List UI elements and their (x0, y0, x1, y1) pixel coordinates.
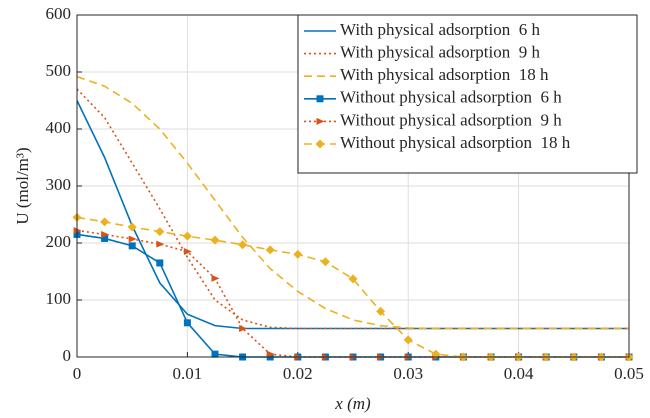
marker (265, 245, 275, 255)
y-tick-label: 600 (46, 4, 72, 23)
marker (156, 240, 165, 248)
marker (348, 274, 358, 284)
marker (293, 249, 303, 259)
marker (156, 259, 164, 267)
y-tick-label: 300 (46, 175, 72, 194)
x-tick-label: 0 (73, 364, 82, 383)
legend-box (297, 14, 638, 174)
marker (155, 227, 165, 237)
series-line (76, 229, 629, 358)
y-axis-label: U (mol/m³) (13, 147, 32, 224)
marker (239, 325, 248, 332)
marker (210, 235, 220, 245)
marker (183, 319, 191, 327)
marker (266, 350, 275, 358)
marker (101, 234, 109, 242)
legend-label: Without physical adsorption 18 h (340, 133, 571, 152)
marker (376, 306, 386, 316)
legend: With physical adsorption 6 h With physica… (304, 20, 571, 152)
x-tick-label: 0.01 (173, 364, 203, 383)
marker (316, 95, 324, 103)
y-tick-label: 0 (63, 346, 72, 365)
legend-label: Without physical adsorption 9 h (340, 110, 562, 129)
x-tick-label: 0.02 (283, 364, 313, 383)
marker (128, 242, 136, 250)
marker (403, 335, 413, 345)
y-tick-label: 200 (46, 232, 72, 251)
marker (315, 139, 325, 149)
x-tick-label: 0.03 (393, 364, 423, 383)
marker (316, 117, 325, 125)
marker (320, 257, 330, 267)
x-tick-label: 0.04 (504, 364, 534, 383)
marker (211, 350, 219, 358)
marker (182, 231, 192, 241)
y-tick-label: 500 (46, 61, 72, 80)
x-tick-label: 0.05 (614, 364, 644, 383)
legend-label: Without physical adsorption 6 h (340, 88, 562, 107)
marker (101, 230, 110, 238)
marker (127, 222, 137, 232)
marker (128, 235, 137, 243)
y-tick-label: 100 (46, 289, 72, 308)
marker (100, 217, 110, 227)
marker (211, 274, 220, 282)
series-line (76, 216, 629, 358)
marker (431, 349, 441, 359)
legend-label: With physical adsorption 9 h (340, 43, 540, 62)
series-line (76, 233, 629, 358)
legend-label: With physical adsorption 6 h (340, 20, 540, 39)
legend-label: With physical adsorption 18 h (340, 65, 549, 84)
marker (183, 248, 192, 256)
y-tick-label: 400 (46, 118, 72, 137)
series-line (76, 75, 629, 330)
marker (238, 240, 248, 250)
x-axis-label: x (m) (334, 394, 371, 413)
